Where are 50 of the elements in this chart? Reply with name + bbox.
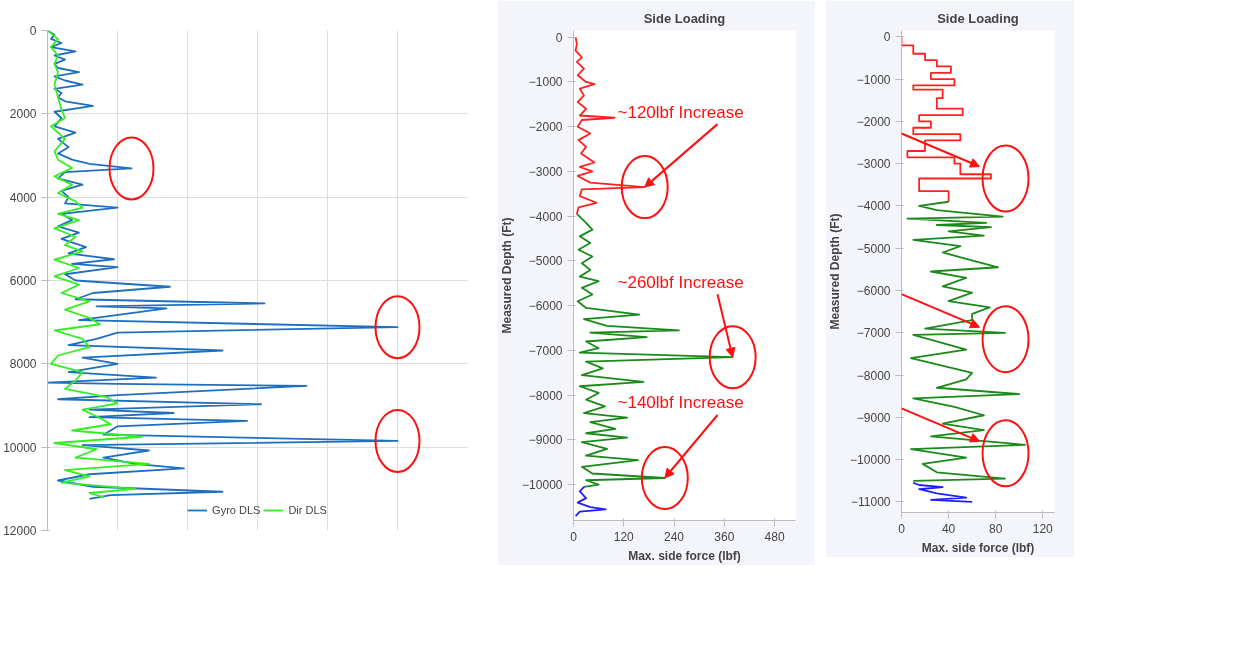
- x-tick-label: 120: [1032, 521, 1054, 536]
- x-tick-label: 40: [941, 521, 956, 536]
- y-tick-label: 10000: [3, 440, 37, 455]
- annotation: ~120lbf Increase: [617, 102, 744, 122]
- y-tick-label: −3000: [856, 157, 891, 172]
- y-tick-label: −2000: [856, 114, 891, 129]
- y-tick-label: 0: [29, 24, 37, 38]
- y-tick-label: −4000: [856, 199, 891, 214]
- y-tick-label: −6000: [528, 299, 563, 314]
- y-tick-label: −1000: [856, 72, 891, 87]
- y-tick-label: −10000: [850, 453, 891, 468]
- y-tick-label: −2000: [528, 120, 563, 135]
- y-axis-title: Measured Depth (Ft): [828, 213, 843, 330]
- chart-title: Side Loading: [937, 10, 1019, 26]
- x-axis-title: Max. side force (lbf): [628, 548, 741, 563]
- chart-title: Side Loading: [643, 10, 726, 26]
- y-tick-label: 6000: [9, 274, 37, 288]
- annotation: ~140lbf Increase: [617, 393, 744, 413]
- y-tick-label: −9000: [856, 410, 891, 425]
- y-tick-label: 0: [555, 30, 563, 45]
- y-tick-label: 2000: [9, 107, 37, 122]
- legend-label: Gyro DLS: [212, 504, 261, 516]
- x-tick-label: 0: [570, 529, 578, 544]
- x-tick-label: 480: [764, 529, 785, 544]
- x-tick-label: 240: [664, 529, 685, 544]
- y-tick-label: −5000: [856, 241, 891, 256]
- y-tick-label: 12000: [3, 524, 37, 538]
- y-tick-label: −7000: [528, 343, 563, 358]
- y-tick-label: −7000: [856, 326, 891, 341]
- y-tick-label: −1000: [528, 75, 563, 90]
- y-axis-title: Measured Depth (Ft): [500, 217, 515, 334]
- y-tick-label: −11000: [851, 495, 891, 510]
- legend-label: Dir DLS: [288, 504, 327, 516]
- y-tick-label: −8000: [856, 368, 891, 383]
- x-axis-title: Max. side force (lbf): [921, 540, 1035, 555]
- y-tick-label: −10000: [522, 478, 563, 493]
- y-tick-label: −6000: [856, 284, 891, 299]
- y-tick-label: −8000: [528, 388, 563, 403]
- y-tick-label: 0: [883, 30, 891, 45]
- x-tick-label: 120: [613, 529, 635, 544]
- y-tick-label: 4000: [9, 190, 37, 205]
- y-tick-label: 8000: [9, 357, 37, 372]
- x-tick-label: 360: [714, 529, 735, 544]
- annotation: ~260lbf Increase: [617, 272, 744, 292]
- y-tick-label: −3000: [528, 164, 563, 179]
- y-tick-label: −9000: [528, 433, 563, 448]
- x-tick-label: 0: [898, 521, 906, 536]
- y-tick-label: −4000: [528, 209, 563, 224]
- y-tick-label: −5000: [528, 254, 563, 269]
- x-tick-label: 80: [988, 521, 1003, 536]
